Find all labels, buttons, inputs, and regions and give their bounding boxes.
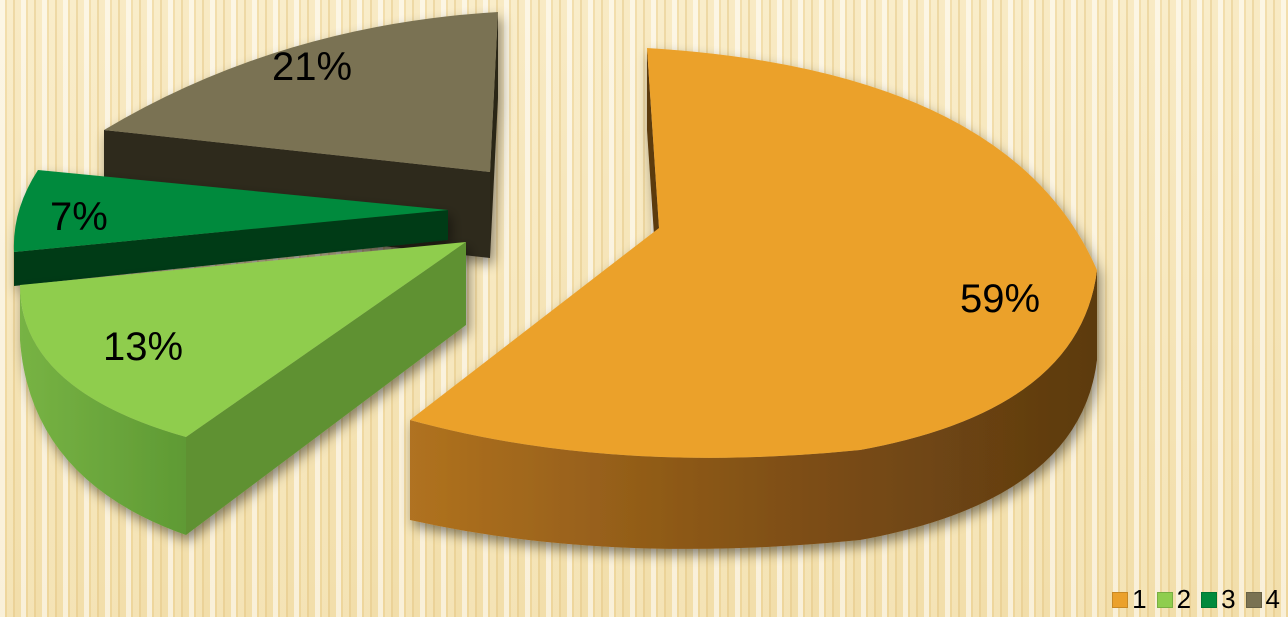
legend-label-2: 2 [1176,584,1192,614]
slice-1-outer-side [410,270,1097,549]
label-slice-4: 21% [272,45,352,89]
legend-item-4: 4 [1245,584,1280,615]
slice-2 [20,242,466,535]
slice-3-side [14,210,448,286]
legend-swatch-1 [1112,591,1129,608]
slice-3-top [13,170,448,252]
legend-label-1: 1 [1132,584,1147,614]
legend-item-2: 2 [1156,584,1192,615]
legend-swatch-3 [1201,591,1218,608]
slice-2-top [20,242,466,437]
slice-2-outer-side [20,285,186,535]
slice-1 [410,48,1097,549]
slice-3 [13,170,448,286]
slice-4-inner-side [490,12,498,258]
slice-2-inner-side [186,242,466,535]
legend-label-4: 4 [1265,584,1280,614]
slice-1-top [410,48,1097,458]
legend: 1 2 3 4 [1112,584,1280,615]
label-slice-1: 59% [960,277,1040,321]
legend-swatch-2 [1156,591,1173,608]
label-slice-2: 13% [103,325,183,369]
legend-label-3: 3 [1221,584,1236,614]
legend-item-1: 1 [1112,584,1147,615]
legend-item-3: 3 [1201,584,1236,615]
legend-swatch-4 [1245,591,1262,608]
slice-4-top [104,12,498,172]
label-slice-3: 7% [50,195,108,239]
